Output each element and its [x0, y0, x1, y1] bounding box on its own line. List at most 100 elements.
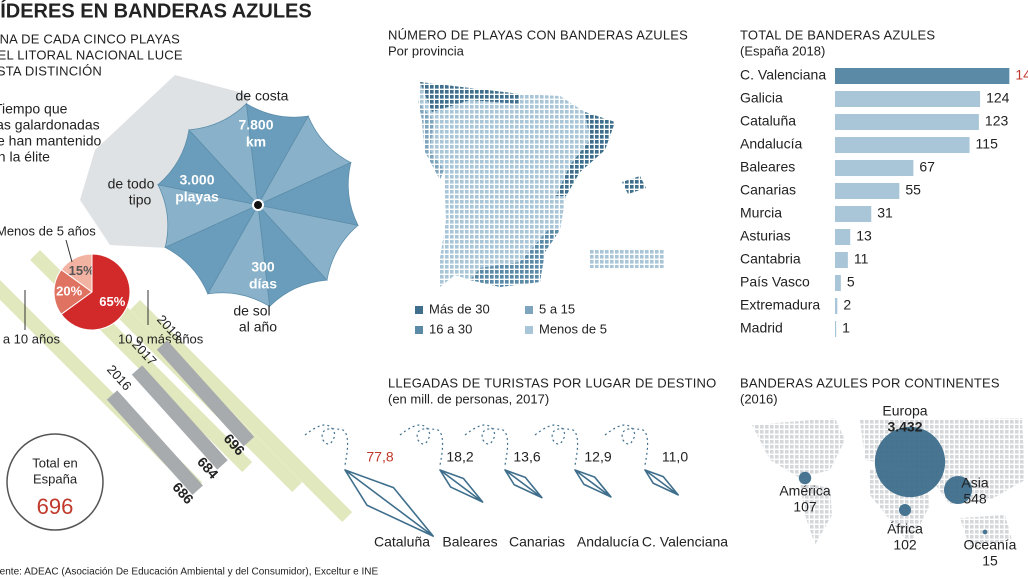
umbrella-panel	[207, 203, 271, 308]
plane	[644, 469, 679, 496]
value-label: 124	[986, 90, 1010, 106]
category-label: C. Valenciana	[642, 534, 728, 550]
plane	[344, 469, 435, 537]
balearic	[622, 176, 646, 194]
legend-swatch	[415, 326, 423, 334]
canarias	[590, 250, 665, 268]
bar	[835, 206, 872, 222]
umbrella-text: de costa	[236, 88, 289, 104]
umbrella-text: de sol	[233, 303, 270, 319]
value-label: 67	[919, 159, 935, 175]
pie-label: 20%	[56, 283, 82, 298]
value-label: 11,0	[662, 449, 688, 465]
pie-slice	[60, 253, 131, 331]
plane	[504, 469, 543, 499]
umbrella-panel	[157, 184, 260, 249]
category-label: C. Valenciana	[740, 67, 826, 83]
value-label: 3.432	[887, 419, 922, 435]
trail	[304, 424, 349, 466]
value-label: 13	[856, 228, 872, 244]
legend-label: 5 a 15	[539, 301, 575, 316]
value-label: 115	[976, 136, 999, 152]
map-title: NÚMERO DE PLAYAS CON BANDERAS AZULES	[388, 27, 688, 42]
category-label: Baleares	[740, 159, 795, 175]
bar	[835, 114, 979, 130]
chart-subtitle: (España 2018)	[740, 43, 825, 58]
umbrella-text: 3.000	[179, 172, 214, 188]
bubble	[982, 529, 988, 535]
trail	[464, 424, 509, 466]
umbrella-top	[252, 199, 264, 211]
value-label: 5	[847, 274, 855, 290]
umbrella-text: al año	[239, 319, 277, 335]
chart-subtitle: (en mill. de personas, 2017)	[388, 391, 549, 406]
bar	[835, 183, 900, 199]
plane	[439, 469, 484, 503]
intro-line: UNA DE CADA CINCO PLAYAS	[0, 31, 180, 46]
map-subtitle: Por provincia	[388, 43, 465, 58]
source: Fuente: ADEAC (Asociación De Educación A…	[0, 567, 379, 578]
value-label: 149	[1015, 67, 1028, 83]
legend-swatch	[525, 326, 533, 334]
category-label: Baleares	[442, 534, 497, 550]
bar	[835, 321, 837, 337]
umbrella	[80, 75, 359, 308]
chart-title: BANDERAS AZULES POR CONTINENTES	[740, 375, 1000, 390]
pie-label: 15%	[69, 263, 95, 278]
umbrella-text: tipo	[129, 192, 152, 208]
category-label: Andalucía	[577, 534, 639, 550]
umbrella-text: 300	[251, 259, 275, 275]
pie-category: 10 o más años	[118, 331, 204, 346]
umbrella-panel	[257, 203, 328, 308]
total-value: 696	[37, 494, 74, 519]
bar	[131, 365, 228, 470]
trail	[604, 424, 649, 466]
umbrella-text: 7.800	[238, 117, 273, 133]
bar	[835, 298, 838, 314]
chart-title: TOTAL DE BANDERAS AZULES	[740, 27, 935, 42]
umbrella-panel	[256, 204, 359, 282]
total-badge	[6, 433, 104, 531]
bar	[835, 229, 851, 245]
umbrella-text: km	[246, 134, 266, 150]
umbrella-panel	[257, 115, 352, 206]
leader	[65, 239, 73, 263]
region	[556, 112, 615, 196]
bar	[106, 390, 203, 495]
category-label: Galicia	[740, 90, 783, 106]
category-label: Canarias	[740, 182, 796, 198]
bar	[835, 68, 1010, 84]
umbrella-text: de todo	[108, 176, 155, 192]
legend-swatch	[415, 306, 423, 314]
umbrella-panel	[256, 161, 359, 226]
value-label: 2	[843, 297, 851, 313]
note-line: en la élite	[0, 149, 50, 165]
total-label: Total en	[32, 455, 78, 470]
note-line: las galardonadas	[0, 117, 100, 133]
value-label: 12,9	[584, 449, 611, 465]
legend-label: Menos de 5	[539, 321, 607, 336]
bubble	[798, 471, 812, 485]
value-label: 13,6	[513, 449, 540, 465]
title: LÍDERES EN BANDERAS AZULES	[0, 0, 312, 22]
category-label: País Vasco	[740, 274, 810, 290]
value-label: 548	[963, 491, 987, 507]
category-label: Murcia	[740, 205, 782, 221]
legend-label: 16 a 30	[429, 321, 472, 336]
bubble	[898, 503, 912, 517]
mainland	[418, 82, 615, 287]
umbrella-text: playas	[175, 189, 219, 205]
region	[470, 230, 560, 287]
bar	[835, 137, 970, 153]
value-label: 77,8	[366, 449, 393, 465]
trail	[399, 424, 444, 466]
category-label: Madrid	[740, 320, 783, 336]
chart-title: LLEGADAS DE TURISTAS POR LUGAR DE DESTIN…	[388, 375, 716, 390]
category-label: África	[887, 521, 923, 537]
note-line: se han mantenido	[0, 133, 102, 149]
value-label: 31	[877, 205, 893, 221]
legend-swatch	[525, 306, 533, 314]
